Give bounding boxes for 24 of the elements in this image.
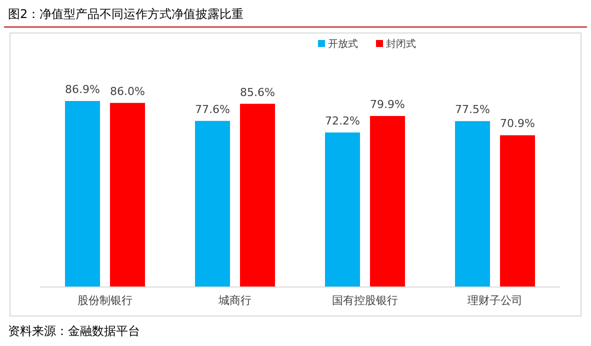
- data-label: 86.9%: [65, 83, 100, 96]
- bar: [455, 121, 490, 287]
- text: 资料来源：金融数据平台: [8, 324, 140, 338]
- data-label: 86.0%: [110, 84, 145, 98]
- data-label: 77.5%: [455, 103, 490, 116]
- bar: [325, 132, 360, 287]
- bar: [240, 104, 275, 287]
- x-tick-label: 城商行: [218, 294, 252, 307]
- data-label: 77.6%: [195, 102, 230, 116]
- data-label: 79.9%: [370, 98, 405, 111]
- legend-label: 封闭式: [386, 38, 416, 50]
- bar: [110, 102, 145, 287]
- x-tick-label: 理财子公司: [468, 294, 522, 307]
- data-label: 70.9%: [500, 117, 535, 130]
- x-tick-label: 国有控股银行: [332, 294, 398, 307]
- bar: [500, 135, 535, 287]
- data-label: 72.2%: [325, 114, 360, 128]
- bar: [370, 116, 405, 287]
- data-label: 85.6%: [240, 86, 275, 99]
- legend-label: 开放式: [328, 38, 358, 50]
- bar: [195, 120, 230, 287]
- x-tick-label: 股份制银行: [78, 294, 132, 307]
- bar: [65, 101, 100, 287]
- chart-title: 图2：净值型产品不同运作方式净值披露比重: [8, 7, 244, 21]
